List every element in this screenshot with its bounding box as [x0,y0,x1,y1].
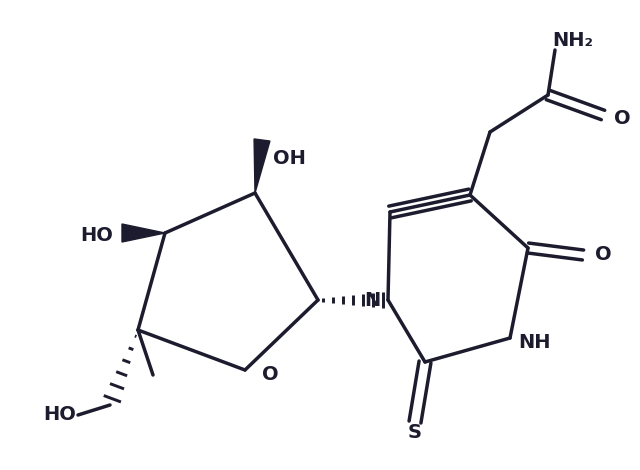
Text: O: O [595,245,611,265]
Polygon shape [122,224,165,242]
Text: HO: HO [81,226,113,244]
Text: HO: HO [44,406,76,424]
Text: NH: NH [518,332,550,352]
Text: N: N [364,290,380,310]
Text: O: O [262,366,278,384]
Text: O: O [614,109,630,127]
Text: OH: OH [273,149,305,167]
Polygon shape [254,139,270,193]
Text: NH₂: NH₂ [552,31,593,49]
Text: S: S [408,423,422,441]
